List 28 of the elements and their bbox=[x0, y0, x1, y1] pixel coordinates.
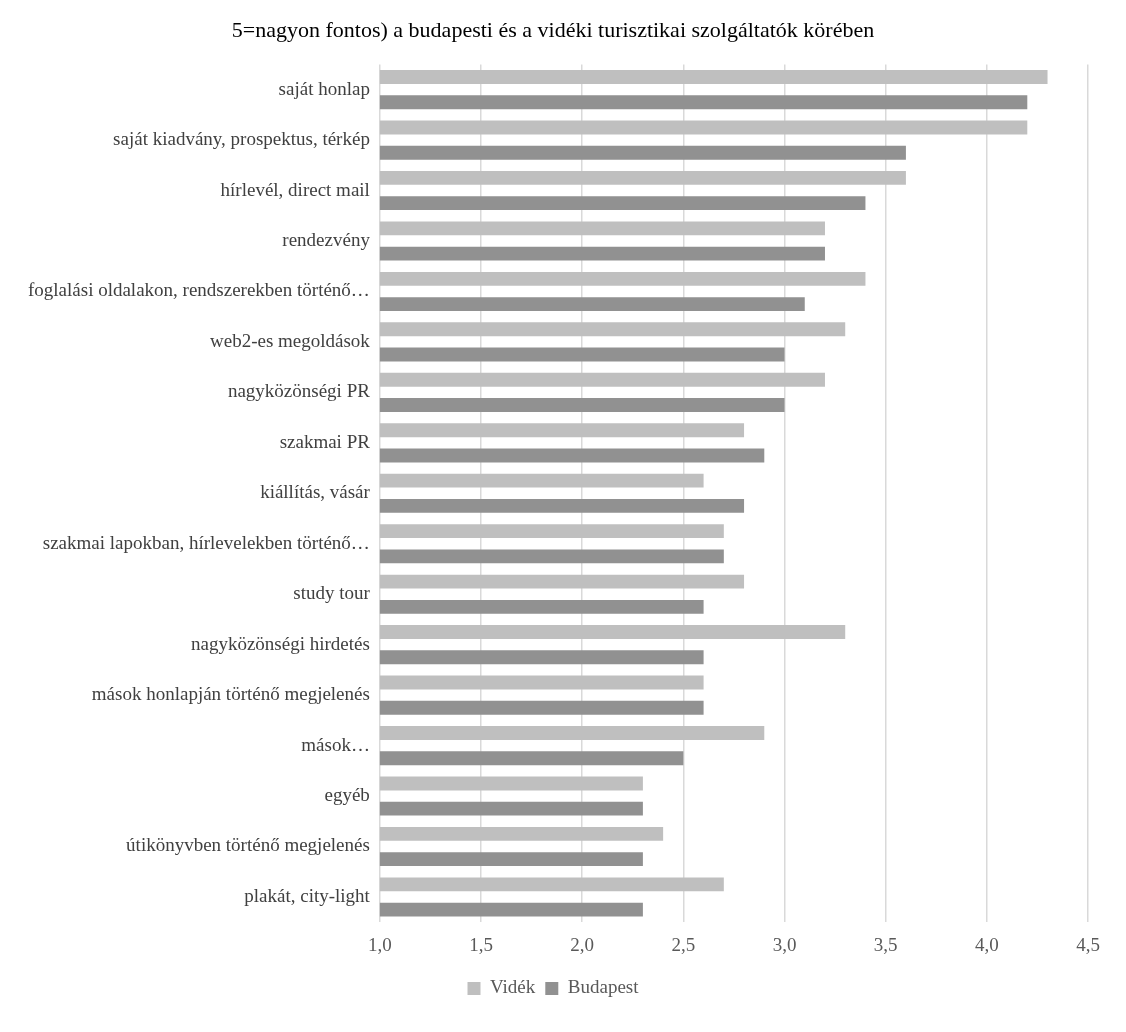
y-tick-label: szakmai PR bbox=[279, 430, 371, 452]
x-tick-label: 3,5 bbox=[873, 933, 898, 955]
y-tick-label: plakát, city-light bbox=[244, 884, 371, 906]
x-tick-label: 2,0 bbox=[570, 933, 595, 955]
x-tick-label: 2,5 bbox=[671, 933, 696, 955]
y-tick-label: hírlevél, direct mail bbox=[220, 178, 370, 200]
x-tick-label: 1,0 bbox=[368, 933, 392, 955]
x-tick-label: 4,5 bbox=[1076, 933, 1100, 955]
chart-title: 5=nagyon fontos) a budapesti és a vidéki turisztikai szolgáltatók körében bbox=[231, 16, 875, 42]
legend-label: Budapest bbox=[567, 976, 640, 998]
y-tick-label: kiállítás, vásár bbox=[260, 481, 371, 503]
x-tick-label: 4,0 bbox=[974, 933, 999, 955]
y-tick-label: mások honlapján történő megjelenés bbox=[91, 683, 370, 705]
y-tick-label: mások… bbox=[301, 733, 370, 755]
y-tick-label: egyéb bbox=[324, 784, 370, 806]
y-tick-label: útikönyvben történő megjelenés bbox=[126, 834, 370, 856]
y-tick-label: foglalási oldalakon, rendszerekben történő… bbox=[27, 279, 370, 301]
y-tick-label: study tour bbox=[293, 582, 371, 604]
x-tick-label: 1,5 bbox=[469, 933, 493, 955]
y-tick-label: saját kiadvány, prospektus, térkép bbox=[113, 128, 370, 150]
x-tick-label: 3,0 bbox=[772, 933, 797, 955]
y-tick-label: saját honlap bbox=[278, 77, 370, 99]
y-tick-label: nagyközönségi PR bbox=[227, 380, 371, 402]
y-tick-label: nagyközönségi hirdetés bbox=[191, 632, 370, 654]
legend-label: Vidék bbox=[490, 976, 536, 998]
y-tick-label: rendezvény bbox=[282, 228, 371, 250]
y-tick-label: szakmai lapokban, hírlevelekben történő… bbox=[42, 531, 370, 553]
y-tick-label: web2-es megoldások bbox=[209, 329, 371, 351]
